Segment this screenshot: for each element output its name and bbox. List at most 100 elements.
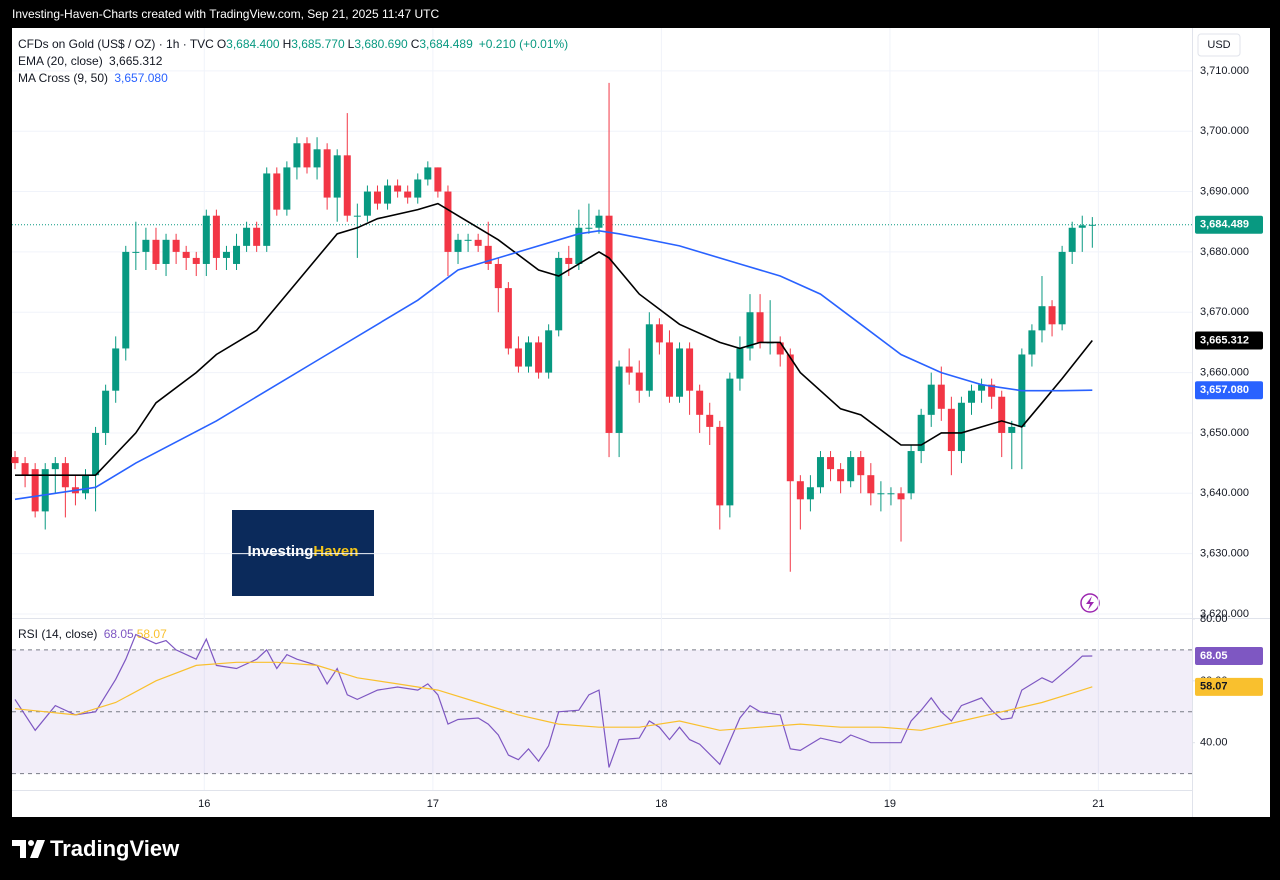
candle-body xyxy=(605,215,613,433)
candle-body xyxy=(192,257,200,264)
y-tick-label: 3,670.000 xyxy=(1200,306,1249,318)
candle-body xyxy=(696,390,704,415)
candle-body xyxy=(545,330,553,373)
indicator-badge-bg xyxy=(1195,381,1263,400)
ohlc-value: 3,684.489 xyxy=(419,37,473,51)
ma-name: MA Cross (9, 50) xyxy=(18,71,109,85)
rsi-line xyxy=(14,633,1093,768)
candle-body xyxy=(686,348,694,391)
ohlc-label: H xyxy=(282,37,292,51)
candle-body xyxy=(31,469,39,512)
candle-body xyxy=(303,143,311,168)
candle-body xyxy=(937,384,945,409)
y-tick-label: 40.00 xyxy=(1200,737,1228,749)
candle-body xyxy=(645,324,653,391)
ema-name: EMA (20, close) xyxy=(18,54,103,68)
candle-body xyxy=(897,493,905,500)
rsi-badge-bg xyxy=(1195,646,1263,665)
candle-body xyxy=(434,167,442,192)
ohlc-value: 3,680.690 xyxy=(354,37,408,51)
last-price-badge: 3,684.489 xyxy=(1200,219,1249,231)
candle-body xyxy=(494,263,502,289)
rsi-badge: 68.05 xyxy=(1200,650,1228,662)
candle-body xyxy=(857,457,865,476)
candle-body xyxy=(1088,224,1096,226)
candle-body xyxy=(102,390,110,433)
tv-logo xyxy=(12,840,45,858)
candle-body xyxy=(142,239,150,252)
y-tick-label: 3,650.000 xyxy=(1200,427,1249,439)
footer-brand: TradingView xyxy=(50,836,180,861)
candle-body xyxy=(796,481,804,500)
candle-body xyxy=(263,173,271,246)
candle-body xyxy=(182,251,190,258)
candle-body xyxy=(1028,330,1036,355)
candle-body xyxy=(746,312,754,349)
candle-body xyxy=(555,257,563,331)
candle-body xyxy=(464,239,472,241)
legend-row: MA Cross (9, 50) 3,657.080 xyxy=(18,70,571,87)
candle-body xyxy=(112,348,120,391)
last-price-badge-bg xyxy=(1195,215,1263,234)
candle-body xyxy=(122,251,130,349)
x-tick-label: 21 xyxy=(1092,798,1104,810)
candle-body xyxy=(1038,306,1046,331)
indicator-line xyxy=(14,229,1093,501)
candle-body xyxy=(978,384,986,391)
chart-panel xyxy=(12,28,1270,817)
candle-body xyxy=(132,251,140,253)
y-tick-label: 3,640.000 xyxy=(1200,487,1249,499)
candle-body xyxy=(877,493,885,495)
candle-body xyxy=(414,179,422,198)
ohlc-label: O xyxy=(216,37,227,51)
x-tick-label: 16 xyxy=(198,798,210,810)
candle-body xyxy=(847,457,855,482)
candle-body xyxy=(41,469,49,512)
candle-body xyxy=(273,173,281,210)
ohlc: O3,684.400 H3,685.770 L3,680.690 C3,684.489 xyxy=(217,37,476,51)
y-tick-label: 3,700.000 xyxy=(1200,125,1249,137)
currency-button[interactable] xyxy=(1197,33,1241,57)
candle-body xyxy=(726,378,734,506)
watermark: InvestingHaven xyxy=(248,543,359,560)
candle-body xyxy=(353,215,361,217)
ema-value: 3,665.312 xyxy=(109,54,163,68)
candle-body xyxy=(706,414,714,427)
indicator-badge: 3,657.080 xyxy=(1200,384,1249,396)
candle-body xyxy=(172,239,180,252)
candle-body xyxy=(998,396,1006,433)
change: +0.210 (+0.01%) xyxy=(478,37,569,51)
candle-body xyxy=(635,372,643,391)
candle-body xyxy=(575,227,583,264)
candle-body xyxy=(373,191,381,204)
candle-body xyxy=(837,469,845,482)
rsi-badge: 58.07 xyxy=(1200,681,1228,693)
candle-body xyxy=(333,155,341,198)
candle-body xyxy=(968,390,976,403)
rsi-value: 68.05 xyxy=(103,627,134,641)
candle-body xyxy=(233,245,241,264)
candle-body xyxy=(323,149,331,198)
candle-body xyxy=(776,342,784,355)
candle-body xyxy=(827,457,835,470)
watermark-box xyxy=(232,510,374,596)
candle-body xyxy=(384,185,392,204)
alert-icon-bolt xyxy=(1086,596,1094,610)
candle-body xyxy=(81,475,89,494)
candle-body xyxy=(283,167,291,210)
candle-body xyxy=(444,191,452,252)
candle-body xyxy=(756,312,764,343)
candle-body xyxy=(585,227,593,229)
currency: USD xyxy=(1207,39,1230,51)
candle-body xyxy=(786,354,794,482)
tv-logo-part xyxy=(28,840,34,846)
candle-body xyxy=(947,408,955,452)
y-tick-label: 3,710.000 xyxy=(1200,65,1249,77)
candle-body xyxy=(867,475,875,494)
rsi-ma-value: 58.07 xyxy=(136,627,167,641)
candle-body xyxy=(424,167,432,180)
rsi-badge-bg xyxy=(1195,677,1263,696)
candle-body xyxy=(565,257,573,264)
candle-body xyxy=(404,191,412,198)
candle-body xyxy=(1048,306,1056,325)
